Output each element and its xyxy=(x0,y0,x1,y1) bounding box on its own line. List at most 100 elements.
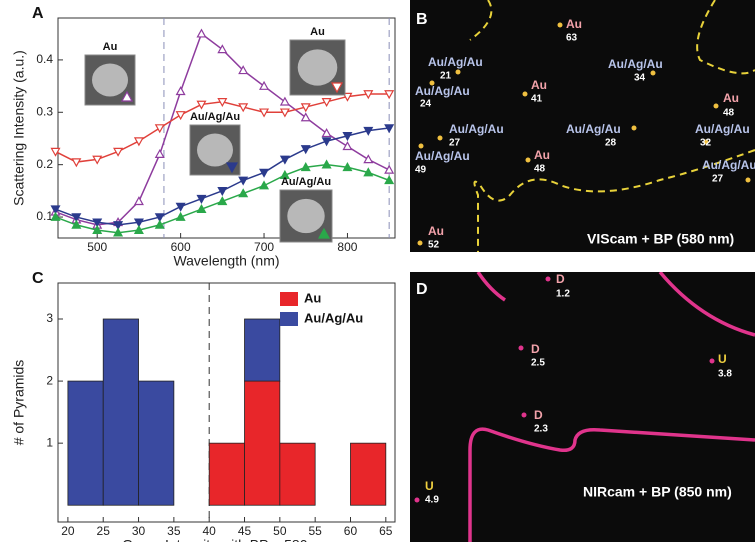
panel-label: B xyxy=(416,11,428,28)
x-tick-label: 25 xyxy=(97,524,111,538)
particle-label: Au/Ag/Au xyxy=(695,122,750,136)
data-point xyxy=(156,150,164,157)
particle xyxy=(558,23,563,28)
histogram-bar xyxy=(245,381,280,505)
panel-label: A xyxy=(32,5,44,22)
y-tick-label: 3 xyxy=(46,311,53,325)
data-point xyxy=(385,166,393,173)
particle xyxy=(522,413,527,418)
particle xyxy=(418,241,423,246)
particle-image xyxy=(287,199,324,233)
particle-image xyxy=(92,64,128,97)
particle-number: 2.3 xyxy=(534,424,548,435)
particle-number: 1.2 xyxy=(556,289,570,300)
particle-number: 48 xyxy=(723,108,735,119)
histogram-bar xyxy=(103,319,138,505)
data-point xyxy=(177,112,185,119)
legend-label: Au xyxy=(304,290,321,305)
histogram-bar xyxy=(68,381,103,505)
data-point xyxy=(343,142,351,149)
particle xyxy=(519,346,524,351)
histogram-bar xyxy=(139,381,174,505)
y-axis-label: Scattering Intensity (a.u.) xyxy=(11,50,27,206)
data-point xyxy=(281,156,289,163)
particle-number: 27 xyxy=(449,138,461,149)
x-tick-label: 500 xyxy=(87,240,107,254)
particle-image xyxy=(298,49,338,85)
particle-number: 28 xyxy=(605,138,617,149)
particle-number: 2.5 xyxy=(531,358,545,369)
particle-label: Au/Ag/Au xyxy=(566,122,621,136)
particle xyxy=(546,277,551,282)
inset-label: Au xyxy=(103,41,118,53)
particle-label: Au xyxy=(566,17,582,31)
data-point xyxy=(156,125,164,132)
particle-image xyxy=(197,134,233,167)
particle-number: 49 xyxy=(415,165,427,176)
x-tick-label: 800 xyxy=(337,240,357,254)
data-point xyxy=(302,146,310,153)
particle-label: Au/Ag/Au xyxy=(702,158,755,172)
particle xyxy=(710,359,715,364)
inset-label: Au xyxy=(310,26,325,38)
particle xyxy=(415,498,420,503)
particle xyxy=(438,136,443,141)
y-tick-label: 0.3 xyxy=(36,104,53,118)
data-point xyxy=(197,30,205,37)
panel-d: D 1.2 D 2.5 U 3.8 D 2.3 U 4.9 D NIRcam + BP (850 nm… xyxy=(410,272,755,542)
legend-label: Au/Ag/Au xyxy=(304,310,363,325)
particle xyxy=(632,126,637,131)
data-point xyxy=(177,87,185,94)
particle-number: 63 xyxy=(566,33,578,44)
image-caption: VIScam + BP (580 nm) xyxy=(587,231,734,247)
particle-label: Au xyxy=(428,224,444,238)
histogram-bar xyxy=(350,443,385,505)
particle-number: 41 xyxy=(531,94,543,105)
panel-label: D xyxy=(416,281,428,298)
histogram-bar xyxy=(280,443,315,505)
x-tick-label: 65 xyxy=(379,524,393,538)
data-point xyxy=(135,138,143,145)
particle-label: Au/Ag/Au xyxy=(428,55,483,69)
particle-number: 52 xyxy=(428,240,440,251)
particle-label: Au/Ag/Au xyxy=(608,57,663,71)
particle-number: 21 xyxy=(440,71,452,82)
particle xyxy=(419,144,424,149)
histogram-bar xyxy=(209,443,244,505)
particle-label: D xyxy=(556,272,565,286)
particle-number: 4.9 xyxy=(425,495,439,506)
particle-number: 32 xyxy=(700,138,712,149)
particle xyxy=(746,178,751,183)
particle-label: D xyxy=(534,408,543,422)
particle-label: Au xyxy=(531,78,547,92)
particle xyxy=(456,70,461,75)
particle-label: Au xyxy=(534,148,550,162)
particle-number: 3.8 xyxy=(718,369,732,380)
x-tick-label: 20 xyxy=(61,524,75,538)
particle-label: Au/Ag/Au xyxy=(449,122,504,136)
data-point xyxy=(260,182,268,189)
figure: Au63Au/Ag/Au21Au/Ag/Au24Au41Au/Ag/Au34Au… xyxy=(0,0,755,542)
legend-swatch xyxy=(280,292,298,306)
panel-b: Au 63 Au/Ag/Au 21 Au/Ag/Au 24 Au 41 Au/Ag/Au 34 Au… xyxy=(410,0,755,252)
y-tick-label: 2 xyxy=(46,373,53,387)
image-caption: NIRcam + BP (850 nm) xyxy=(583,484,732,500)
particle xyxy=(523,92,528,97)
y-tick-label: 1 xyxy=(46,435,53,449)
histogram-bar xyxy=(245,319,280,381)
particle-number: 27 xyxy=(712,174,724,185)
legend-swatch xyxy=(280,312,298,326)
data-point xyxy=(364,155,372,162)
panel-label: C xyxy=(32,270,44,287)
particle-number: 34 xyxy=(634,73,646,84)
x-axis-label: Green Intensity with BP = 580 nm xyxy=(122,537,331,542)
x-axis-label: Wavelength (nm) xyxy=(173,253,279,269)
y-tick-label: 0.4 xyxy=(36,52,53,66)
y-tick-label: 0.2 xyxy=(36,157,53,171)
data-point xyxy=(135,197,143,204)
data-point xyxy=(239,177,247,184)
particle-label: U xyxy=(718,352,727,366)
particle-number: 24 xyxy=(420,99,432,110)
particle-label: U xyxy=(425,479,434,493)
particle-label: D xyxy=(531,342,540,356)
